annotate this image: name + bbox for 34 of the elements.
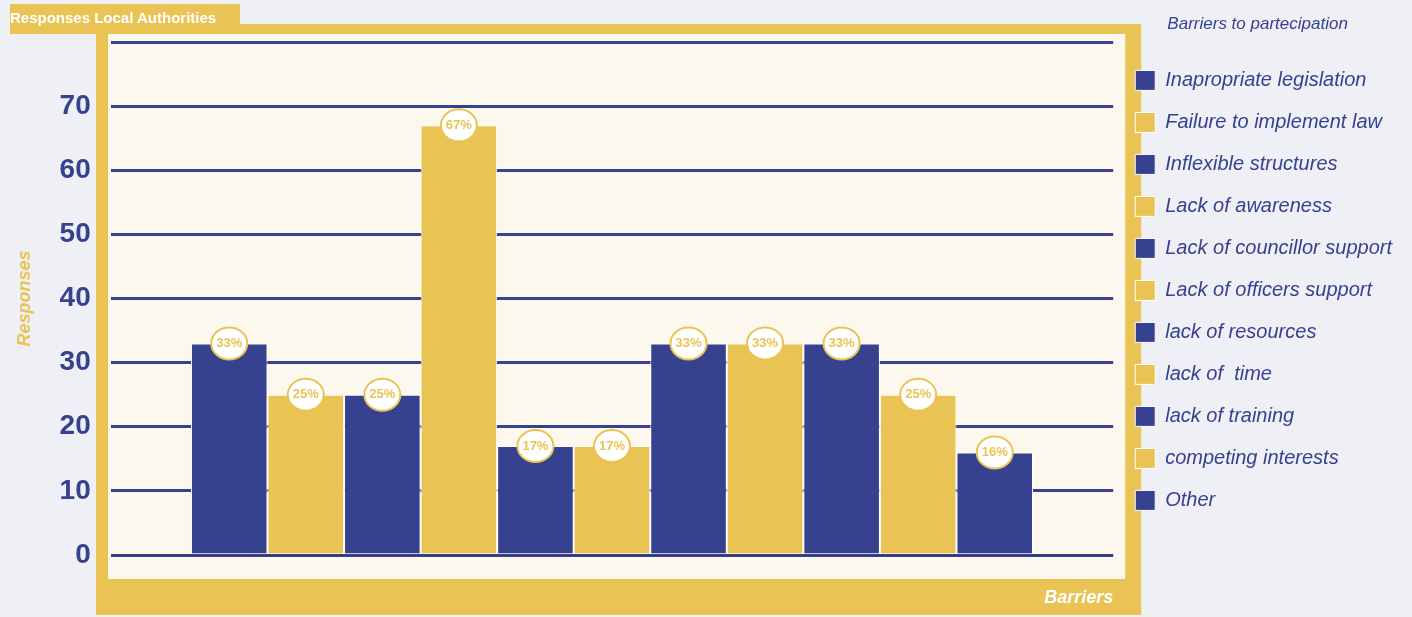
x-axis-title: Barriers: [1044, 587, 1114, 608]
legend-label: Inapropriate legislation: [1165, 67, 1367, 90]
data-label: 33%: [828, 334, 856, 350]
data-label: 16%: [981, 443, 1009, 459]
y-tick-label: 20: [59, 409, 91, 441]
y-tick-label: 50: [59, 217, 91, 249]
y-tick-label: 0: [75, 537, 91, 569]
legend-label: lack of resources: [1165, 319, 1317, 342]
data-label: 33%: [752, 334, 779, 350]
y-tick-label: 60: [59, 152, 91, 184]
legend-label: lack of time: [1165, 361, 1272, 384]
y-tick-label: 10: [59, 473, 91, 505]
data-label: 33%: [216, 334, 243, 350]
data-label: 25%: [292, 386, 320, 402]
legend-label: Lack of officers support: [1165, 277, 1374, 300]
legend-label: Lack of awareness: [1165, 193, 1332, 216]
legend-label: Lack of councillor support: [1165, 235, 1394, 258]
y-axis-title: Responses: [13, 250, 34, 347]
data-label: 33%: [675, 334, 702, 350]
legend-label: lack of training: [1165, 403, 1295, 426]
legend-title: Barriers to partecipation: [1167, 14, 1348, 34]
legend-label: Other: [1165, 487, 1217, 510]
y-tick-label: 70: [59, 88, 91, 120]
chart-title: Responses Local Authorities: [10, 9, 217, 27]
data-label: 67%: [445, 116, 473, 132]
legend-label: Inflexible structures: [1165, 151, 1338, 174]
data-label: 25%: [369, 386, 396, 402]
legend-label: Failure to implement law: [1165, 109, 1384, 132]
data-label: 17%: [522, 437, 549, 453]
data-label: 25%: [905, 386, 932, 402]
y-tick-label: 30: [59, 345, 91, 377]
y-tick-label: 40: [59, 281, 91, 313]
legend-label: competing interests: [1165, 445, 1339, 468]
data-label: 17%: [598, 437, 626, 453]
